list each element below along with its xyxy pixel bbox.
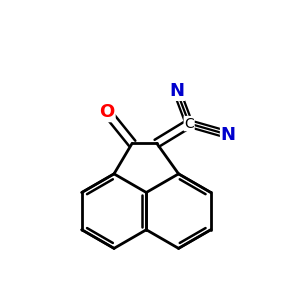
Text: N: N [221, 126, 236, 144]
Text: C: C [184, 117, 194, 130]
Text: N: N [169, 82, 184, 100]
Text: O: O [100, 103, 115, 122]
